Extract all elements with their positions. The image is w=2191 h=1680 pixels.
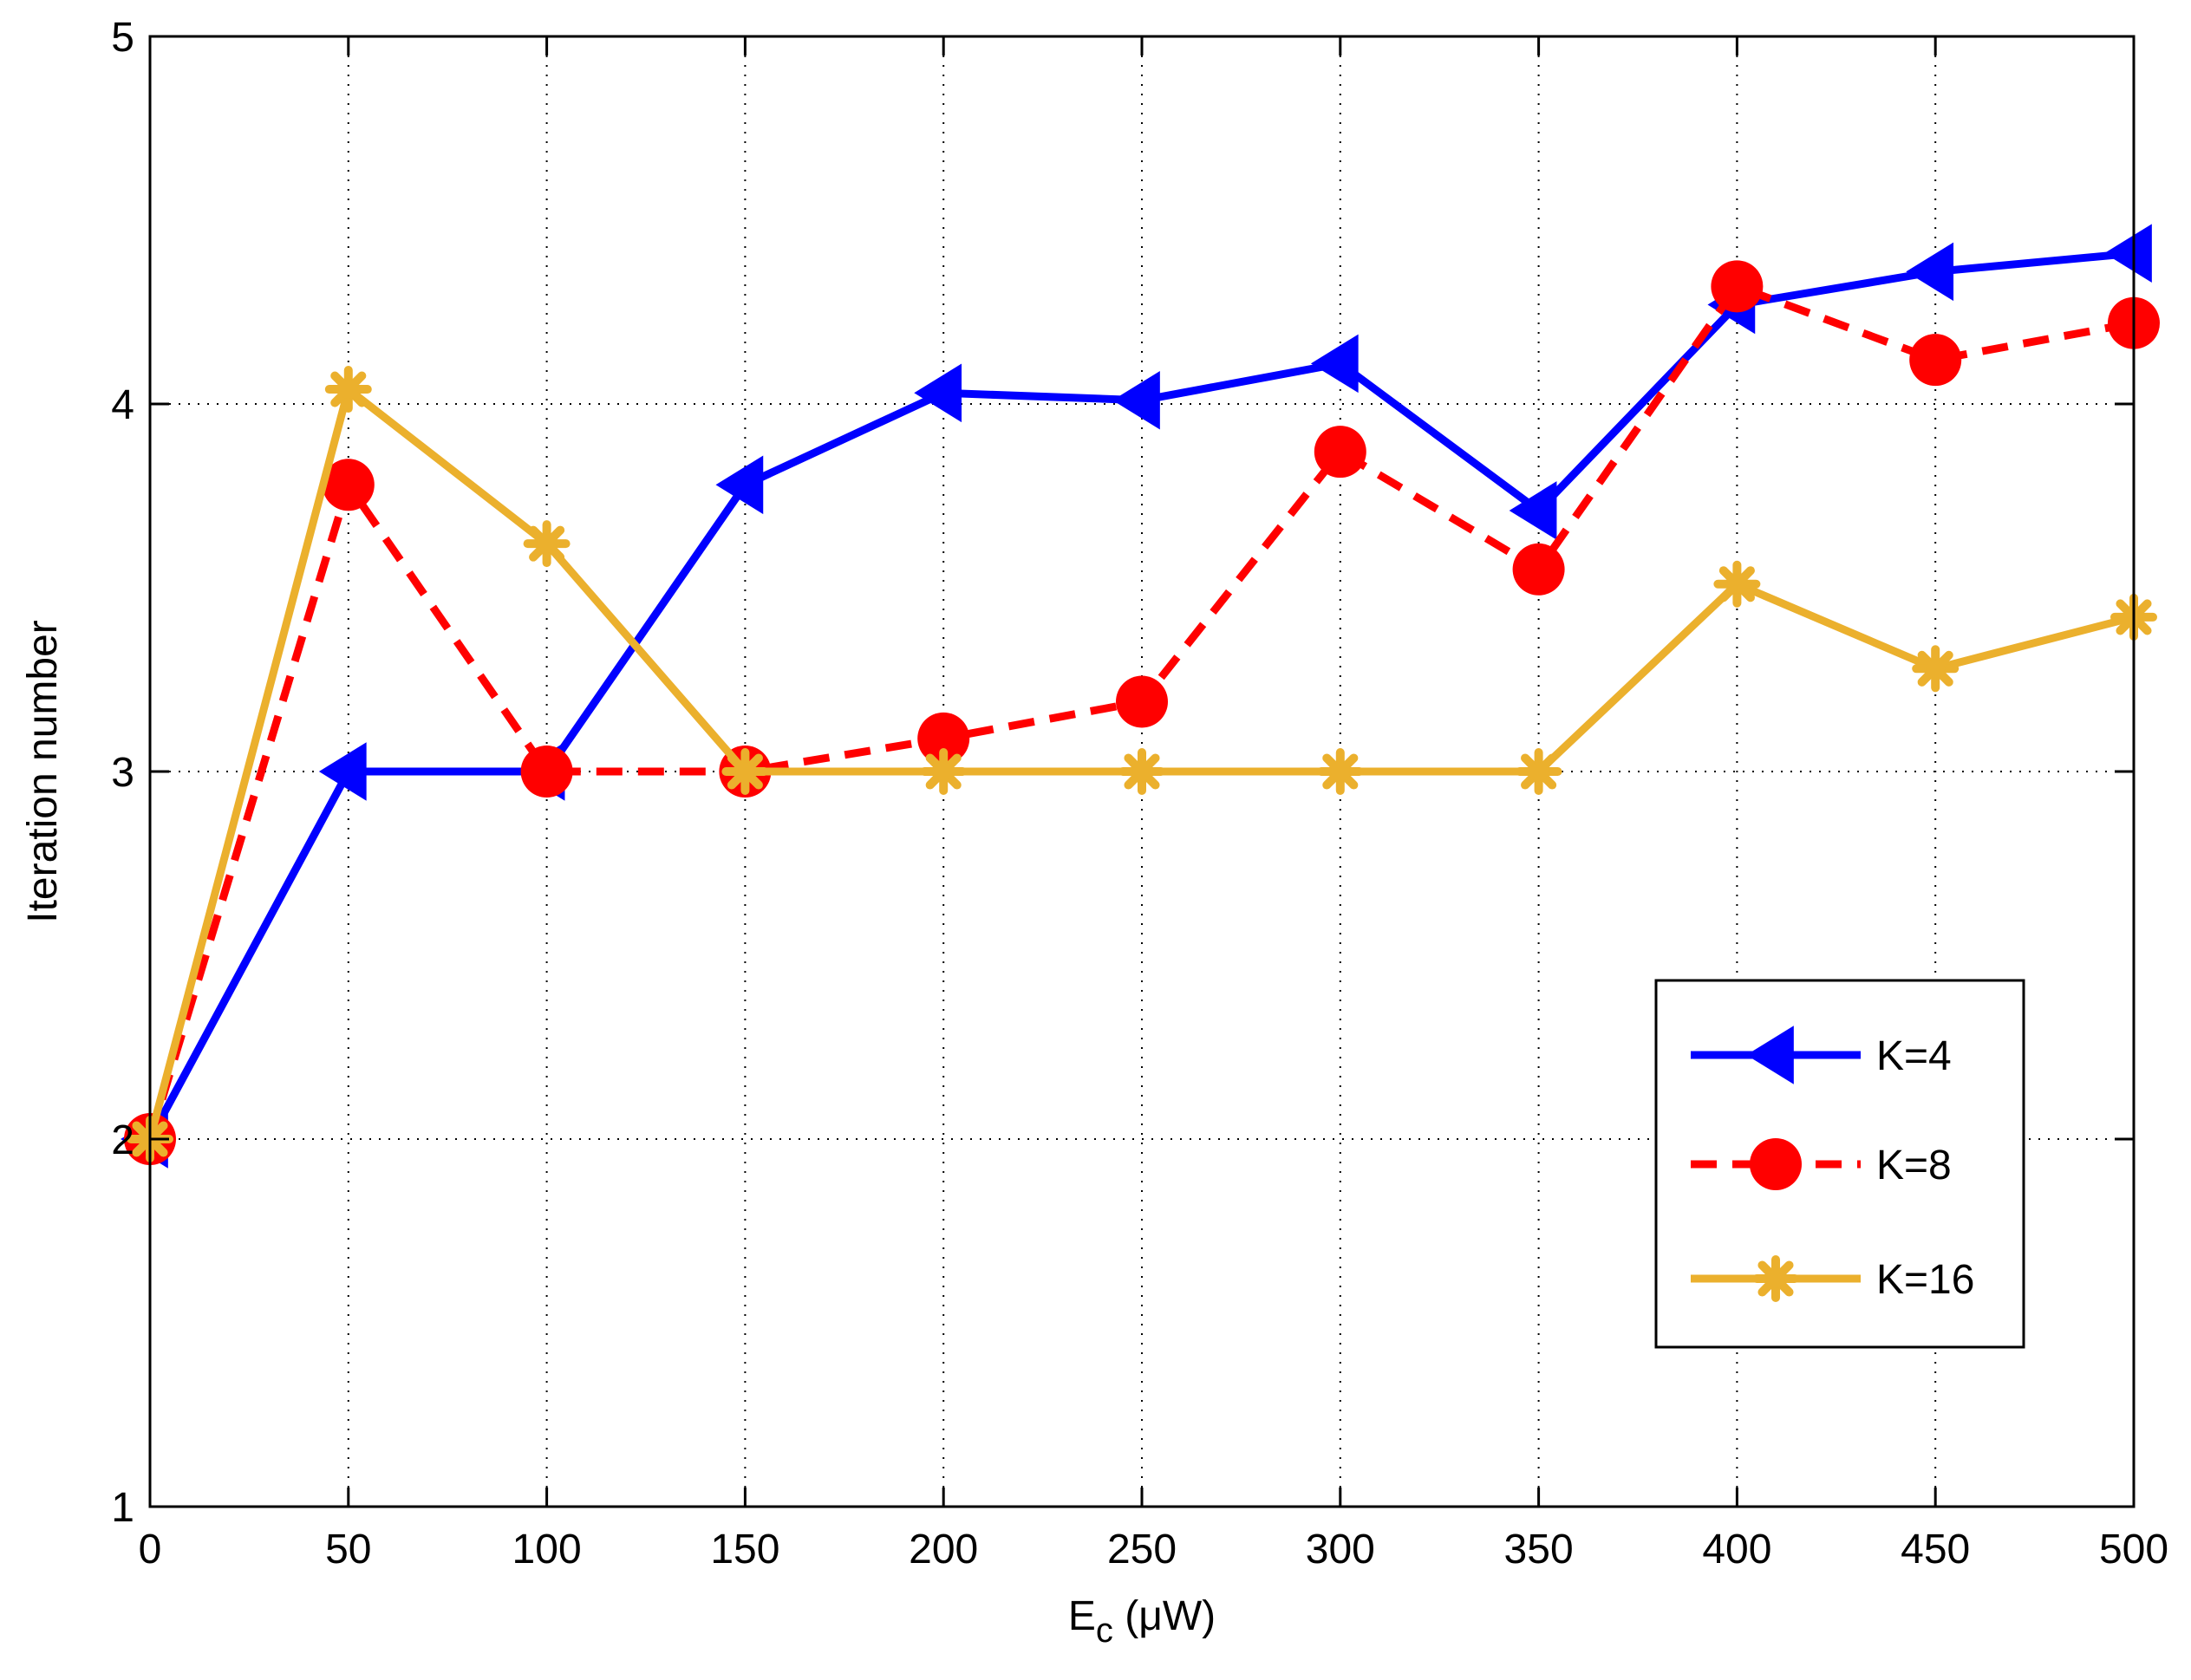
- data-point: [523, 520, 571, 568]
- asterisk-core: [338, 380, 358, 400]
- x-axis-title-unit: (μW): [1113, 1593, 1216, 1639]
- data-point: [1112, 370, 1160, 430]
- asterisk-core: [735, 762, 755, 781]
- legend-label: K=4: [1876, 1033, 1952, 1079]
- data-point: [1314, 426, 1366, 479]
- legend-swatch-marker: [1752, 1255, 1799, 1302]
- asterisk-core: [934, 762, 954, 781]
- x-axis-title: Ec (μW): [1068, 1593, 1216, 1650]
- tick-labels: 0 50 100 150 200 250 300 350 400 450 500 1 2 3 4 5: [111, 15, 2168, 1573]
- x-tick-label: 100: [512, 1527, 582, 1573]
- axis-ticks: [148, 35, 2136, 1508]
- data-point: [1711, 260, 1764, 313]
- legend-label: K=16: [1876, 1257, 1974, 1303]
- data-point: [721, 748, 769, 795]
- x-axis-title-subscript: c: [1096, 1612, 1113, 1650]
- x-tick-label: 300: [1306, 1527, 1375, 1573]
- legend-item: K=4: [1691, 1026, 1952, 1084]
- legend-swatch-marker: [1746, 1026, 1794, 1084]
- x-tick-label: 150: [710, 1527, 779, 1573]
- x-tick-label: 250: [1107, 1527, 1177, 1573]
- legend: K=4 K=8 K=16: [1654, 979, 2025, 1349]
- data-point: [1509, 481, 1557, 540]
- x-tick-label: 200: [909, 1527, 978, 1573]
- asterisk-core: [1766, 1269, 1785, 1288]
- asterisk-core: [1926, 659, 1946, 679]
- x-tick-label: 500: [2099, 1527, 2168, 1573]
- x-tick-label: 350: [1504, 1527, 1574, 1573]
- asterisk-core: [537, 534, 557, 554]
- legend-label: K=8: [1876, 1143, 1952, 1188]
- y-tick-label: 2: [111, 1117, 134, 1163]
- asterisk-core: [1132, 762, 1151, 781]
- data-point: [1116, 675, 1168, 728]
- data-point: [914, 363, 962, 423]
- asterisk-core: [1529, 762, 1549, 781]
- data-point: [1316, 748, 1364, 795]
- series-K=16: [127, 366, 2157, 1162]
- x-tick-label: 0: [139, 1527, 162, 1573]
- legend-swatch-marker: [1750, 1138, 1802, 1190]
- y-tick-label: 1: [111, 1485, 134, 1531]
- y-axis-title: Iteration number: [20, 620, 66, 923]
- data-point: [1118, 748, 1165, 795]
- data-point: [920, 748, 968, 795]
- y-tick-label: 5: [111, 15, 134, 61]
- data-point: [1713, 560, 1761, 608]
- data-point: [1909, 334, 1962, 387]
- data-point: [1906, 242, 1954, 302]
- y-tick-label: 4: [111, 382, 134, 428]
- data-point: [318, 742, 367, 801]
- y-tick-label: 3: [111, 750, 134, 796]
- data-point: [2104, 224, 2152, 283]
- asterisk-core: [1330, 762, 1350, 781]
- x-tick-label: 400: [1702, 1527, 1771, 1573]
- series-layer: [121, 224, 2160, 1169]
- data-point: [1310, 334, 1359, 394]
- data-point: [324, 366, 372, 413]
- x-tick-label: 450: [1901, 1527, 1970, 1573]
- series-K=8: [124, 260, 2160, 1165]
- data-point: [1515, 748, 1562, 795]
- asterisk-core: [1727, 574, 1747, 594]
- legend-item: K=8: [1691, 1138, 1952, 1190]
- x-tick-label: 50: [325, 1527, 371, 1573]
- legend-item: K=16: [1691, 1255, 1974, 1303]
- data-point: [322, 459, 375, 511]
- data-point: [520, 746, 573, 798]
- legend-items: K=4 K=8 K=16: [1691, 1026, 1974, 1303]
- data-point: [1512, 543, 1565, 596]
- data-point: [917, 712, 970, 765]
- data-point: [1912, 645, 1960, 693]
- data-point: [715, 455, 764, 515]
- x-axis-title-main: E: [1068, 1593, 1096, 1639]
